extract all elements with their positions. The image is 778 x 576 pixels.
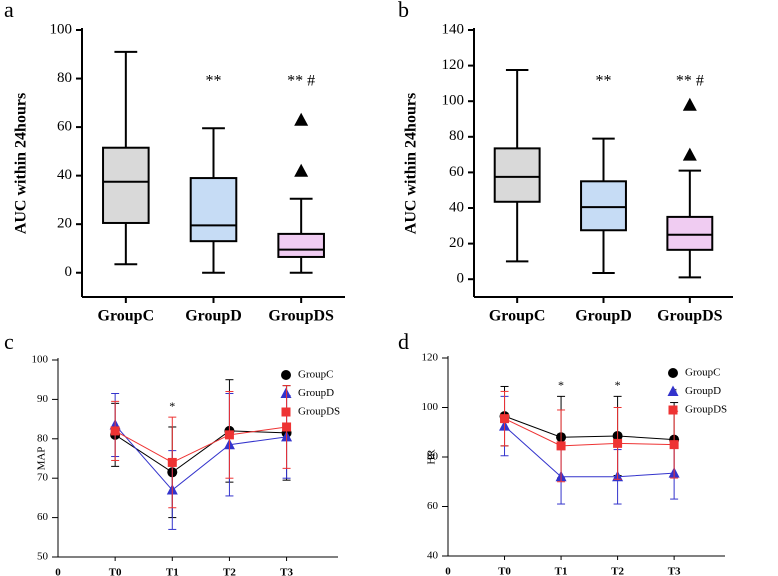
y-tick-label: 80 <box>57 70 72 86</box>
x-tick-label: GroupC <box>489 308 546 325</box>
annotation: ** <box>596 73 612 90</box>
y-axis-label: HR <box>426 449 438 465</box>
y-tick-label: 20 <box>449 235 464 251</box>
outlier <box>682 97 697 111</box>
y-tick-label: 120 <box>442 57 465 73</box>
annotation: * <box>558 378 564 392</box>
y-axis-label: MAP <box>36 447 48 471</box>
data-point <box>282 422 292 432</box>
legend-label: GroupC <box>685 367 720 379</box>
legend-marker <box>667 385 679 396</box>
x-tick-label: GroupDS <box>268 308 334 325</box>
legend-marker <box>668 405 678 415</box>
panel: b AUC within 24hours 0 20 40 60 80 100 120 140 Gro… <box>398 0 733 325</box>
y-tick-label: 40 <box>449 199 464 215</box>
data-point <box>167 457 177 467</box>
y-axis-label: AUC within 24hours <box>403 93 420 234</box>
legend-label: GroupDS <box>685 404 727 416</box>
annotation: ** # <box>676 73 704 90</box>
box <box>666 215 714 251</box>
x-tick-label: T3 <box>668 566 681 576</box>
y-tick-label: 60 <box>427 500 439 512</box>
data-point <box>669 440 679 450</box>
y-tick-label: 100 <box>442 93 465 109</box>
y-tick-label: 140 <box>442 21 465 37</box>
x-tick-label: GroupD <box>185 308 242 325</box>
x-tick-label: T1 <box>166 567 179 576</box>
y-tick-label: 60 <box>57 119 72 135</box>
x-tick-label: T2 <box>611 566 624 576</box>
legend-label: GroupC <box>298 369 333 381</box>
box <box>580 180 627 232</box>
y-tick-label: 90 <box>37 393 49 405</box>
y-axis-label: AUC within 24hours <box>13 93 30 234</box>
x-tick-label: T1 <box>555 566 568 576</box>
series-line <box>504 415 675 441</box>
y-tick-label: 0 <box>457 271 465 287</box>
legend-label: GroupDS <box>298 406 340 418</box>
y-tick-label: 0 <box>65 264 73 280</box>
panel-label: c <box>4 329 14 354</box>
x-origin-label: 0 <box>445 566 451 576</box>
legend-marker <box>281 370 291 380</box>
data-point <box>500 414 510 424</box>
legend-label: GroupD <box>685 385 721 397</box>
x-tick-label: T0 <box>498 566 511 576</box>
y-tick-label: 40 <box>427 550 439 562</box>
panel: dHR4060801001200T0T1*T2*T3*GroupCGroupDG… <box>398 329 727 576</box>
legend-label: GroupD <box>298 387 334 399</box>
x-tick-label: GroupC <box>98 308 155 325</box>
series-line <box>504 425 675 478</box>
panel-label: a <box>4 0 14 22</box>
annotation: * <box>615 378 621 392</box>
legend-marker <box>280 387 292 398</box>
y-tick-label: 50 <box>37 551 49 563</box>
data-point <box>556 441 566 451</box>
series-line <box>504 418 675 447</box>
y-tick-label: 80 <box>37 432 49 444</box>
panel: c MAP 50 60 70 80 90 100 0 T0 T1 * T2 T3 GroupC GroupD G… <box>4 329 340 576</box>
series-line <box>114 426 287 464</box>
box <box>189 177 238 243</box>
annotation: ** # <box>287 73 315 90</box>
x-origin-label: 0 <box>55 567 61 576</box>
panel: a AUC within 24hours 0 20 40 60 80 100 GroupC Gro… <box>4 0 345 325</box>
y-tick-label: 20 <box>57 216 72 232</box>
outlier <box>682 147 697 161</box>
y-tick-label: 100 <box>422 401 439 413</box>
y-tick-label: 100 <box>50 21 73 37</box>
data-point <box>613 438 623 448</box>
legend-marker <box>281 407 291 417</box>
outlier <box>294 163 309 177</box>
outlier <box>294 112 309 126</box>
annotation: ** <box>206 73 222 90</box>
box <box>277 232 325 258</box>
x-tick-label: T2 <box>223 567 236 576</box>
x-tick-label: GroupDS <box>657 308 723 325</box>
panel-label: b <box>398 0 409 22</box>
series-line <box>114 424 287 491</box>
x-tick-label: GroupD <box>575 308 632 325</box>
data-point <box>110 426 120 436</box>
y-tick-label: 120 <box>422 352 439 364</box>
legend-marker <box>668 368 678 378</box>
panel-label: d <box>398 329 409 354</box>
y-tick-label: 60 <box>37 511 49 523</box>
y-tick-label: 70 <box>37 472 49 484</box>
data-point <box>224 430 234 440</box>
y-tick-label: 100 <box>32 354 49 366</box>
box <box>493 147 541 203</box>
annotation: * <box>169 399 175 413</box>
box <box>102 146 150 224</box>
y-tick-label: 80 <box>427 451 439 463</box>
x-tick-label: T3 <box>280 567 293 576</box>
x-tick-label: T0 <box>109 567 122 576</box>
y-tick-label: 80 <box>449 128 464 144</box>
series-line <box>114 430 287 473</box>
y-tick-label: 40 <box>57 167 72 183</box>
y-tick-label: 60 <box>449 164 464 180</box>
